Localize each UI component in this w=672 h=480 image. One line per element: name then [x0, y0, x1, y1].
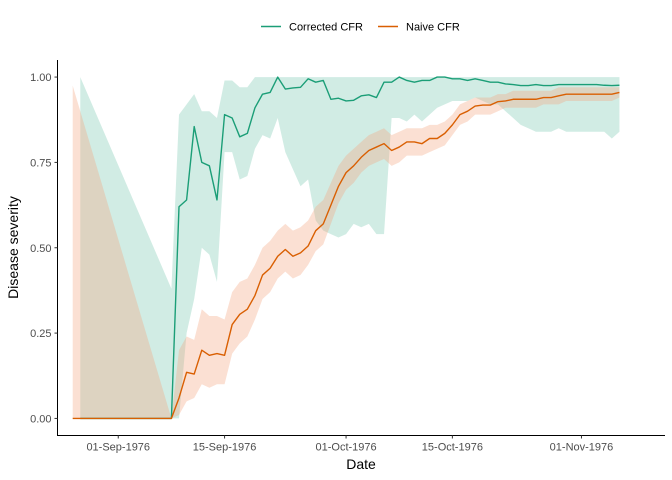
- y-axis-title: Disease severity: [5, 196, 21, 299]
- y-axis-ticks: 0.00 0.25 0.50 0.75 1.00: [30, 72, 58, 425]
- ribbon-naive-cfr: [72, 85, 620, 419]
- x-axis-ticks: 01-Sep-1976 15-Sep-1976 01-Oct-1976 15-Oct-…: [86, 435, 614, 454]
- x-tick-label: 01-Sep-1976: [86, 442, 150, 454]
- x-tick-label: 01-Nov-1976: [550, 442, 614, 454]
- series-line-naive-cfr: [72, 91, 620, 420]
- legend-label-naive-cfr: Naive CFR: [406, 22, 460, 34]
- legend-label-corrected-cfr: Corrected CFR: [289, 22, 363, 34]
- confidence-ribbons: [72, 77, 620, 419]
- legend: Corrected CFR Naive CFR: [261, 22, 460, 34]
- x-tick-label: 01-Oct-1976: [315, 442, 376, 454]
- x-tick-label: 15-Sep-1976: [193, 442, 257, 454]
- x-axis-title: Date: [346, 456, 376, 472]
- x-tick-label: 15-Oct-1976: [422, 442, 483, 454]
- y-tick-label: 1.00: [30, 72, 51, 84]
- y-tick-label: 0.00: [30, 413, 51, 425]
- plot-area: [72, 76, 620, 420]
- ribbon-corrected-cfr: [80, 77, 620, 419]
- y-tick-label: 0.50: [30, 243, 51, 255]
- series-line-corrected-cfr: [80, 76, 620, 420]
- y-tick-label: 0.25: [30, 328, 51, 340]
- series-lines: [72, 76, 620, 420]
- y-tick-label: 0.75: [30, 157, 51, 169]
